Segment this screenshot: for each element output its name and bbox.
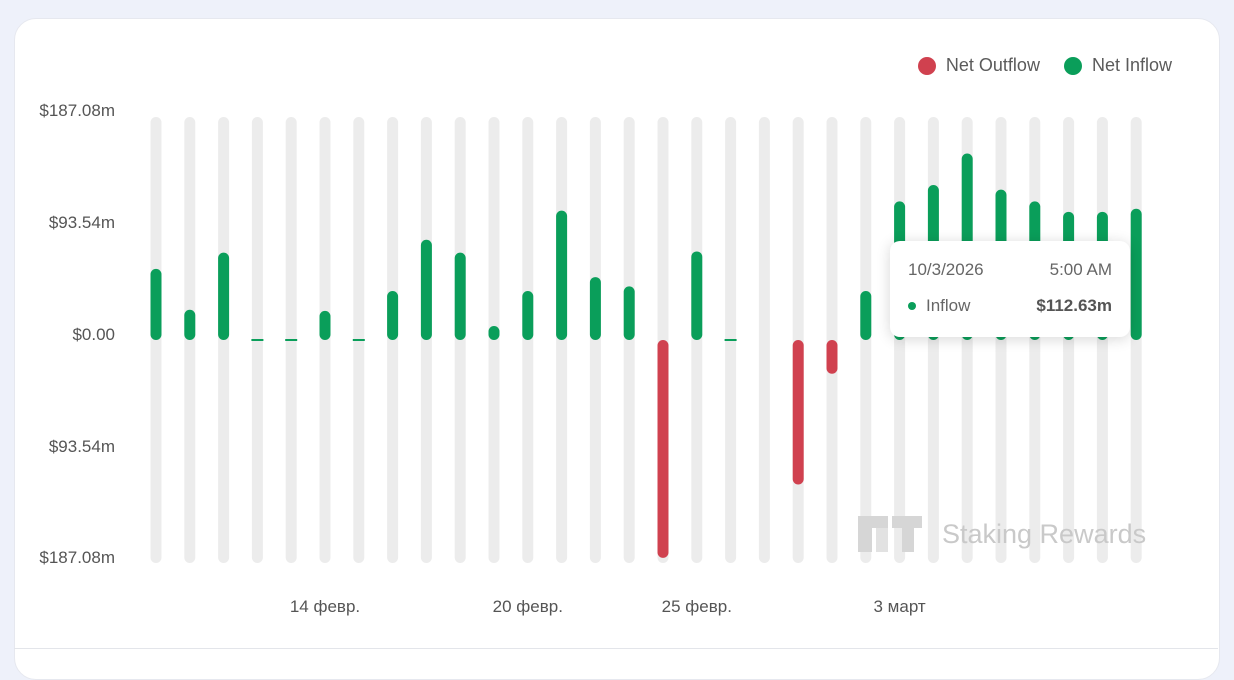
bar — [860, 291, 872, 340]
chart-legend: Net Outflow Net Inflow — [917, 55, 1172, 76]
x-tick-label: 14 февр. — [290, 597, 360, 616]
bar — [150, 268, 162, 340]
outflow-dot-icon — [917, 56, 936, 75]
legend-item-inflow[interactable]: Net Inflow — [1063, 55, 1172, 76]
y-tick-label: $187.08m — [39, 548, 115, 567]
watermark: Staking Rewards — [858, 516, 1146, 552]
chart-card — [14, 18, 1220, 680]
bar — [454, 252, 466, 340]
bar — [251, 339, 264, 341]
inflow-dot-icon — [1063, 56, 1082, 75]
bar — [826, 340, 838, 374]
inflow-dot-icon — [908, 302, 916, 310]
y-tick-label: $0.00 — [72, 325, 115, 344]
watermark-text: Staking Rewards — [942, 518, 1147, 549]
tooltip-date: 10/3/2026 — [908, 260, 984, 279]
y-tick-label: $93.54m — [49, 437, 115, 456]
bar — [352, 339, 365, 341]
x-tick-label: 3 март — [874, 597, 926, 616]
bar — [691, 251, 703, 340]
x-tick-label: 25 февр. — [662, 597, 732, 616]
y-tick-label: $187.08m — [39, 101, 115, 120]
tooltip-series: Inflow — [926, 296, 971, 315]
x-tick-label: 20 февр. — [493, 597, 563, 616]
bar — [623, 286, 635, 340]
legend-outflow-label: Net Outflow — [945, 55, 1040, 75]
y-tick-label: $93.54m — [49, 213, 115, 232]
tooltip-value: $112.63m — [1036, 296, 1112, 315]
staking-rewards-logo-icon — [858, 516, 922, 552]
bar — [522, 291, 534, 340]
tooltip-time: 5:00 AM — [1049, 260, 1112, 279]
bar — [657, 340, 669, 558]
divider — [14, 648, 1218, 649]
bar — [184, 309, 196, 340]
bar — [1130, 208, 1142, 340]
bar-track — [758, 117, 770, 563]
flow-chart: $187.08m $93.54m $0.00 $93.54m $187.08m 14 фе… — [39, 101, 1142, 616]
bar — [488, 326, 500, 340]
bar — [556, 210, 568, 340]
legend-inflow-label: Net Inflow — [1091, 55, 1172, 75]
bar — [724, 339, 737, 341]
tooltip: 10/3/2026 5:00 AM Inflow $112.63m — [890, 241, 1130, 337]
bar — [218, 252, 230, 340]
bar — [792, 340, 804, 485]
bar — [319, 310, 331, 340]
bar — [285, 339, 298, 341]
legend-item-outflow[interactable]: Net Outflow — [917, 55, 1040, 76]
bar — [589, 277, 601, 340]
bar — [387, 291, 399, 340]
bar — [420, 239, 432, 340]
